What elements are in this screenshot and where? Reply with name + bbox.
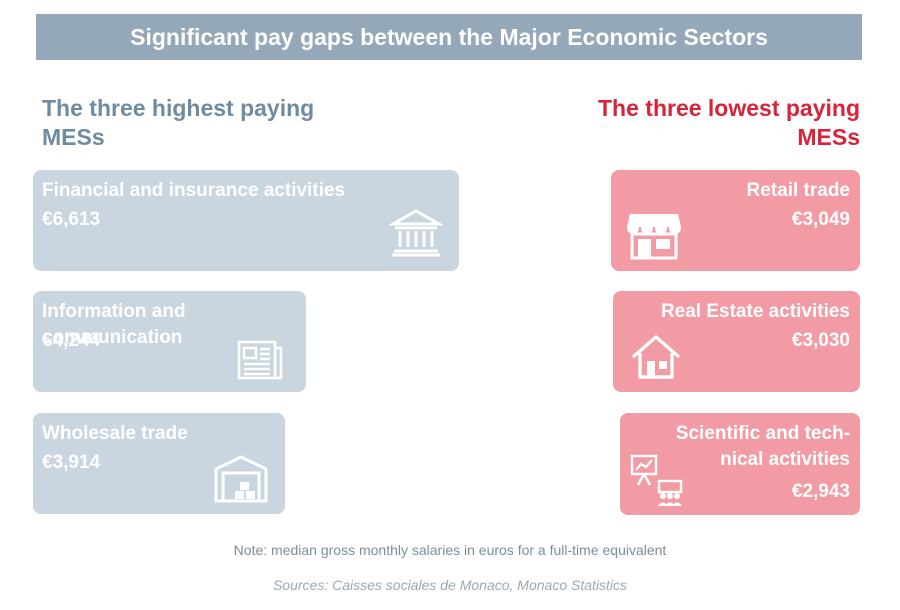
bank-icon (389, 209, 443, 257)
bar-label: Retail trade (746, 180, 850, 201)
presentation-icon (630, 454, 683, 506)
bar-financial-insurance: Financial and insurance activities €6,61… (33, 170, 459, 271)
bar-label-line: nical activities (720, 449, 850, 470)
chart-title: Significant pay gaps between the Major E… (36, 14, 862, 60)
bar-label: Scientific and tech- nical activities (676, 421, 850, 473)
bar-value: €3,030 (791, 330, 850, 351)
lowest-heading: The three lowest paying MESs (598, 95, 860, 150)
bar-label: Financial and insurance activities (42, 180, 346, 201)
bar-label: Real Estate activities (660, 301, 850, 322)
bar-wholesale-trade: Wholesale trade €3,914 (33, 413, 285, 514)
bar-value: €3,049 (791, 209, 850, 230)
house-icon (631, 335, 681, 379)
bar-real-estate: Real Estate activities €3,030 (613, 291, 860, 392)
chart-note: Note: median gross monthly salaries in e… (233, 542, 667, 558)
bar-value: €4,244 (42, 330, 101, 351)
bar-value: €3,914 (42, 452, 101, 473)
newspaper-icon (237, 340, 283, 380)
bar-retail-trade: Retail trade €3,049 (611, 170, 860, 271)
bar-information-communication: Information and communication €4,244 (33, 291, 306, 392)
bar-scientific-technical: Scientific and tech- nical activities €2… (620, 413, 860, 515)
bar-label: Information and communication (42, 301, 186, 348)
highest-heading: The three highest paying MESs (42, 95, 315, 150)
bar-value: €2,943 (791, 481, 850, 502)
storefront-icon (627, 214, 681, 260)
chart-source: Sources: Caisses sociales de Monaco, Mon… (272, 577, 628, 593)
bar-label: Wholesale trade (42, 423, 188, 444)
bar-value: €6,613 (42, 209, 101, 230)
warehouse-icon (214, 455, 268, 503)
bar-label-line: Scientific and tech- (675, 423, 850, 444)
